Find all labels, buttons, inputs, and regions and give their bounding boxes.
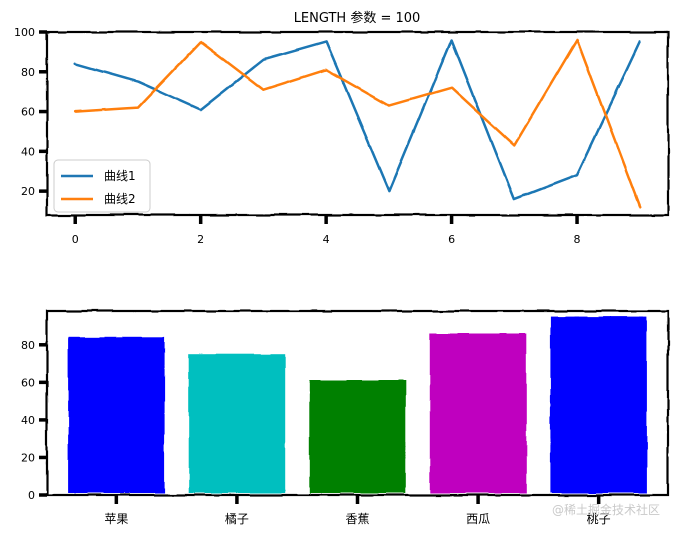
x-axis-ticks: 0 2 4 6 8 [72, 215, 581, 246]
bar-y-axis-ticks: 0 20 40 60 80 [21, 339, 47, 502]
bar-1 [68, 337, 165, 493]
y-tick-label: 80 [21, 66, 35, 79]
bar-3 [309, 380, 406, 493]
watermark: @稀土掘金技术社区 [552, 502, 660, 517]
y-tick-label: 60 [21, 106, 35, 119]
x-tick-label: 6 [448, 233, 455, 246]
series-line-1 [73, 38, 642, 201]
chart-title: LENGTH 参数 = 100 [294, 10, 421, 26]
line-plot-frame [45, 30, 670, 217]
line-chart: LENGTH 参数 = 100 0 2 4 6 8 20 40 60 80 100 曲线1 曲线… [14, 10, 670, 246]
bar-2 [188, 354, 286, 493]
bar-y-tick-label: 80 [21, 339, 35, 352]
bar-layer [68, 316, 647, 493]
x-tick-label: 4 [323, 233, 330, 246]
bar-x-axis-ticks: 苹果 橘子 香蕉 西瓜 桃子 [104, 495, 611, 526]
category-label: 橘子 [225, 511, 249, 526]
legend: 曲线1 曲线2 [53, 159, 151, 213]
x-tick-label: 8 [574, 233, 581, 246]
x-tick-label: 0 [72, 233, 79, 246]
y-tick-label: 40 [21, 145, 35, 158]
legend-label-series-2: 曲线2 [104, 192, 136, 206]
bar-chart: 苹果 橘子 香蕉 西瓜 桃子 0 20 40 60 80 [21, 309, 670, 526]
category-label: 桃子 [587, 511, 611, 526]
bar-y-tick-label: 20 [21, 451, 35, 464]
bar-4 [429, 333, 527, 493]
x-tick-label: 2 [197, 233, 204, 246]
bar-y-tick-label: 40 [21, 414, 35, 427]
bar-y-tick-label: 0 [28, 489, 35, 502]
bar-y-tick-label: 60 [21, 376, 35, 389]
y-tick-label: 100 [14, 26, 35, 39]
category-label: 香蕉 [345, 512, 369, 526]
legend-label-series-1: 曲线1 [104, 169, 136, 183]
category-label: 西瓜 [466, 512, 490, 526]
bar-5 [550, 316, 647, 493]
series-line-2 [73, 38, 642, 209]
line-series-layer [73, 38, 642, 209]
y-axis-ticks: 20 40 60 80 100 [14, 26, 47, 198]
category-label: 苹果 [104, 512, 128, 526]
y-tick-label: 20 [21, 185, 35, 198]
